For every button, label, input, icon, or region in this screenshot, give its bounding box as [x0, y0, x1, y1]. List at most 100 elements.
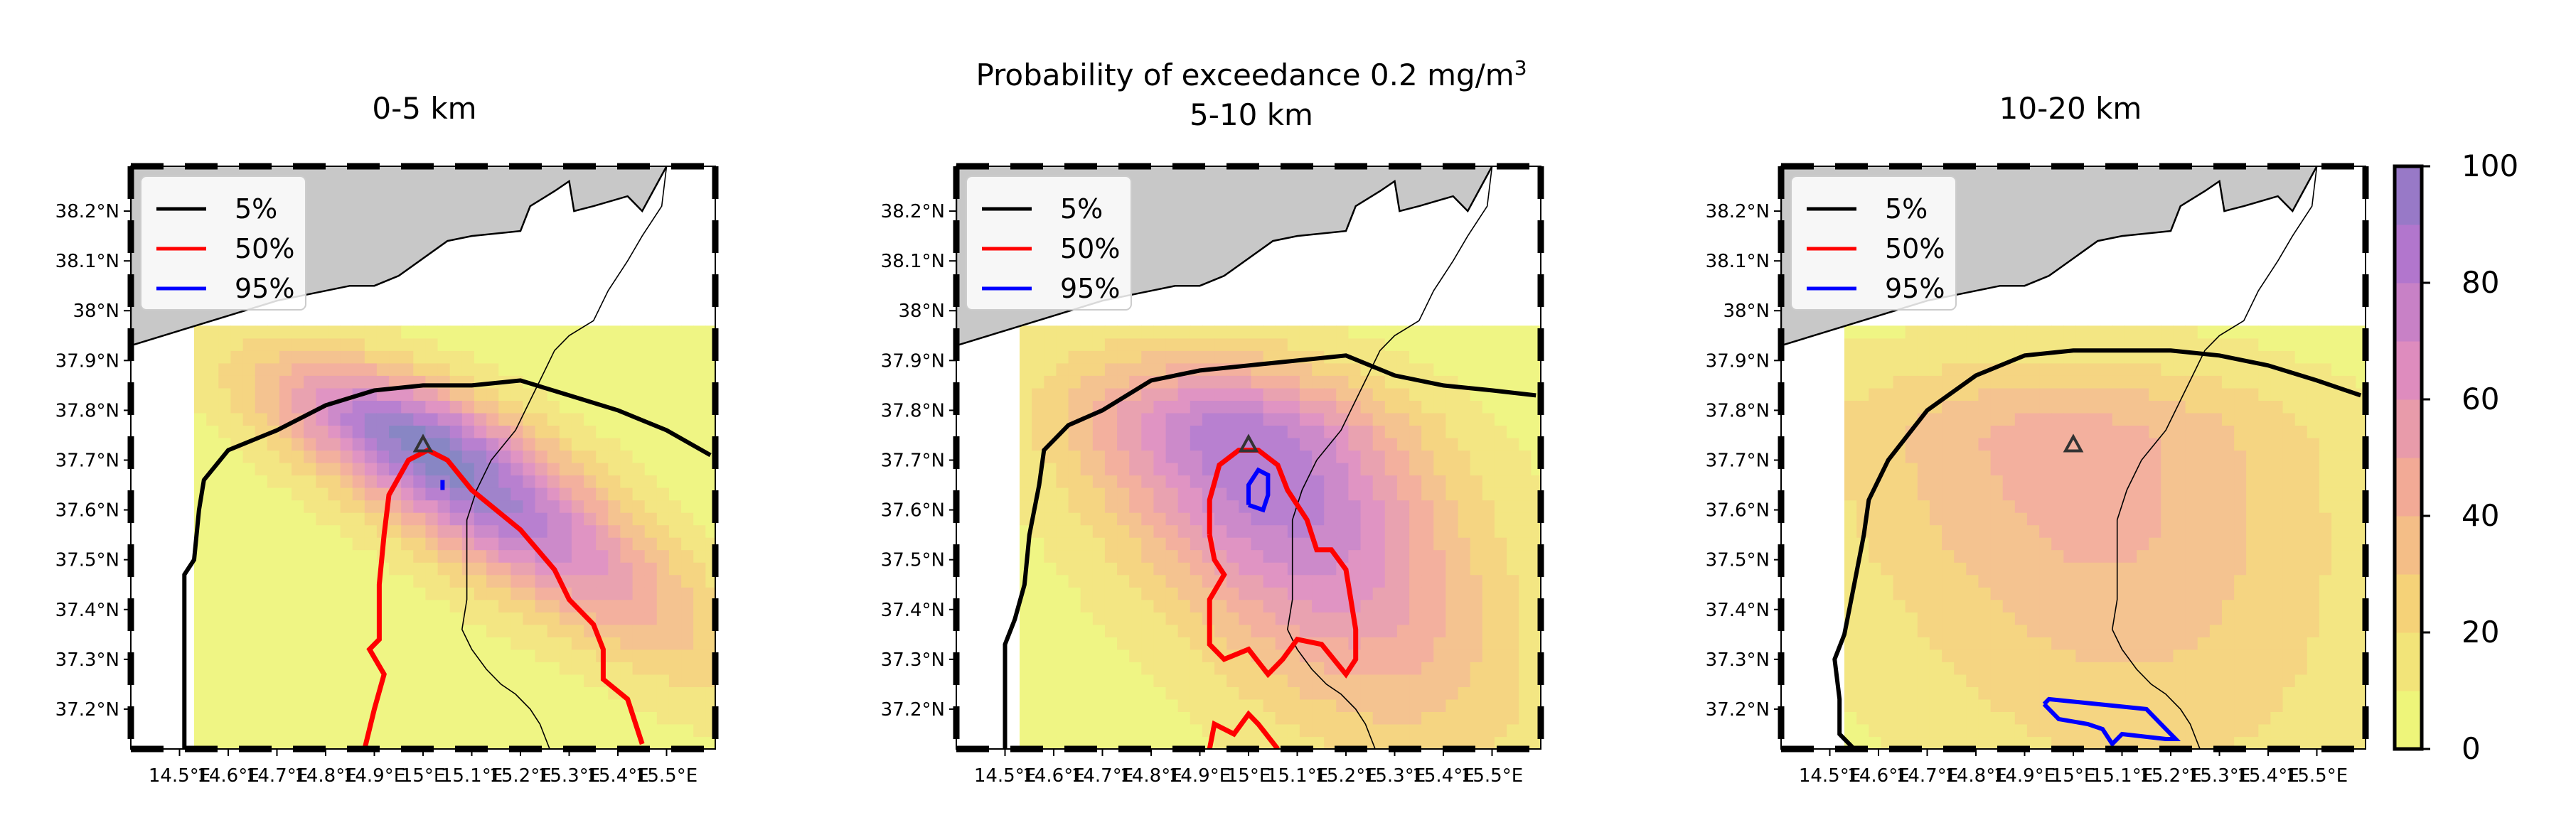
- field-cell: [1433, 624, 1446, 637]
- field-cell: [194, 463, 207, 476]
- field-cell: [1966, 500, 1979, 513]
- field-cell: [1080, 500, 1094, 513]
- field-cell: [2112, 686, 2125, 700]
- field-cell: [2221, 362, 2235, 376]
- field-cell: [2246, 674, 2259, 687]
- field-cell: [328, 699, 341, 712]
- field-cell: [194, 686, 207, 700]
- field-cell: [2270, 400, 2284, 414]
- field-cell: [681, 699, 694, 712]
- field-cell: [1020, 674, 1032, 687]
- field-cell: [1942, 537, 1955, 551]
- field-cell: [620, 463, 634, 476]
- field-cell: [218, 711, 231, 725]
- field-cell: [2039, 686, 2052, 700]
- field-cell: [1165, 624, 1179, 637]
- field-cell: [1494, 375, 1507, 389]
- field-cell: [620, 387, 634, 401]
- field-cell: [1190, 450, 1203, 463]
- field-cell: [571, 412, 584, 426]
- field-cell: [1287, 338, 1300, 351]
- field-cell: [2234, 338, 2247, 351]
- field-cell: [1239, 699, 1251, 712]
- field-cell: [425, 674, 439, 687]
- field-cell: [1966, 537, 1979, 551]
- field-cell: [1153, 487, 1167, 501]
- field-cell: [1881, 487, 1894, 501]
- field-cell: [2075, 387, 2089, 401]
- field-cell: [1044, 412, 1057, 426]
- field-cell: [401, 624, 414, 637]
- field-cell: [2234, 450, 2247, 463]
- field-cell: [1214, 674, 1227, 687]
- field-cell: [1202, 574, 1215, 588]
- field-cell: [1445, 487, 1459, 501]
- field-cell: [2088, 612, 2101, 625]
- field-cell: [1177, 412, 1191, 426]
- field-cell: [1020, 425, 1032, 438]
- field-cell: [401, 674, 414, 687]
- field-cell: [304, 574, 316, 588]
- field-cell: [656, 412, 670, 426]
- y-tick-label: 37.6°N: [881, 500, 945, 522]
- field-cell: [2088, 736, 2101, 749]
- field-cell: [2246, 362, 2259, 376]
- field-cell: [2112, 711, 2125, 725]
- field-cell: [1470, 686, 1483, 700]
- field-cell: [1519, 612, 1532, 625]
- field-cell: [1263, 686, 1276, 700]
- field-cell: [2014, 524, 2028, 538]
- field-cell: [1177, 524, 1191, 538]
- field-cell: [1881, 350, 1894, 364]
- field-cell: [2063, 412, 2076, 426]
- field-cell: [461, 362, 475, 376]
- field-cell: [2063, 400, 2076, 414]
- field-cell: [1312, 512, 1325, 526]
- field-cell: [2185, 475, 2198, 488]
- field-cell: [328, 637, 341, 650]
- field-cell: [1117, 649, 1130, 662]
- field-cell: [1482, 475, 1495, 488]
- field-cell: [1117, 475, 1130, 488]
- field-cell: [2039, 487, 2052, 501]
- field-cell: [267, 537, 280, 551]
- field-cell: [2124, 686, 2137, 700]
- field-cell: [1092, 338, 1106, 351]
- field-cell: [279, 325, 292, 339]
- field-cell: [1020, 599, 1032, 613]
- field-cell: [1942, 699, 1955, 712]
- field-cell: [1177, 637, 1191, 650]
- field-cell: [1372, 637, 1386, 650]
- field-cell: [620, 574, 634, 588]
- field-cell: [2173, 412, 2186, 426]
- field-cell: [474, 450, 487, 463]
- field-cell: [461, 612, 475, 625]
- field-cell: [1275, 674, 1288, 687]
- field-cell: [1905, 438, 1918, 451]
- field-cell: [267, 512, 280, 526]
- field-cell: [2209, 425, 2223, 438]
- field-cell: [1153, 686, 1167, 700]
- field-cell: [1324, 574, 1337, 588]
- field-cell: [656, 662, 670, 675]
- field-cell: [620, 524, 634, 538]
- field-cell: [1092, 599, 1106, 613]
- field-cell: [1372, 674, 1386, 687]
- field-cell: [1092, 425, 1106, 438]
- field-cell: [461, 549, 475, 563]
- field-cell: [2149, 362, 2161, 376]
- field-cell: [413, 699, 426, 712]
- colorbar-band: [2395, 574, 2422, 633]
- field-cell: [2319, 387, 2332, 401]
- field-cell: [2014, 412, 2028, 426]
- field-cell: [1954, 463, 1967, 476]
- field-cell: [1893, 362, 1906, 376]
- field-cell: [1056, 463, 1069, 476]
- field-cell: [2246, 686, 2259, 700]
- field-cell: [1905, 674, 1918, 687]
- field-cell: [1080, 587, 1094, 600]
- field-cell: [1020, 412, 1032, 426]
- field-cell: [1068, 649, 1081, 662]
- x-tick-label: 14.5°E: [1799, 765, 1861, 787]
- field-cell: [1020, 350, 1032, 364]
